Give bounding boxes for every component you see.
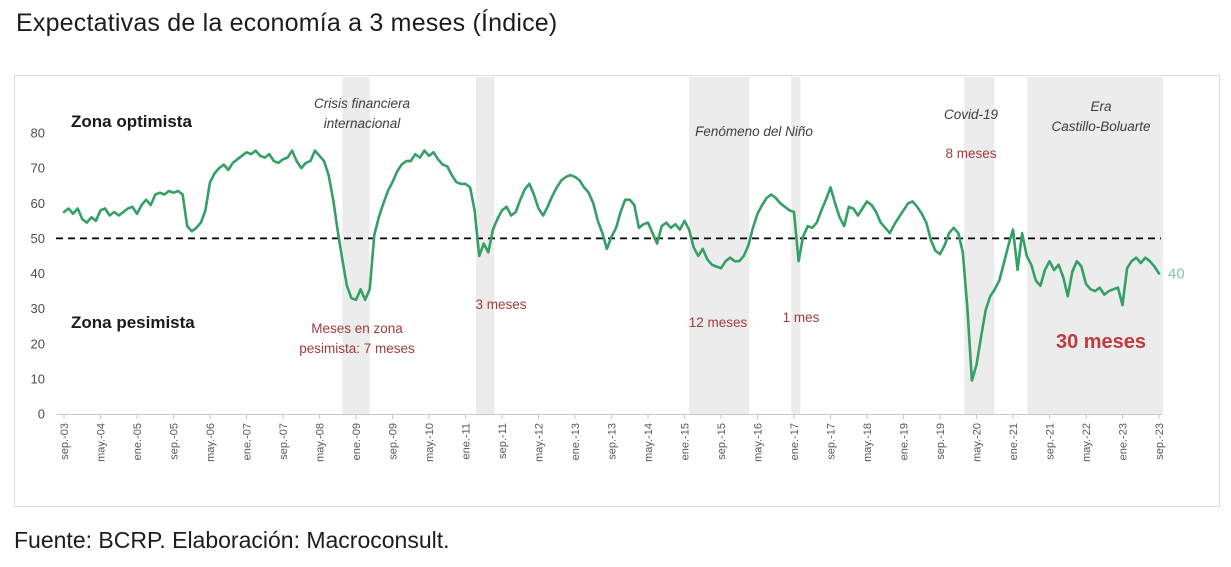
annotation-covid: Covid-19 xyxy=(943,107,999,122)
annotation-1-mes: 1 mes xyxy=(782,310,820,325)
annotation-era-castillo-boluarte: Era Castillo-Boluarte xyxy=(1051,97,1150,137)
chart-title: Expectativas de la economía a 3 meses (Í… xyxy=(16,9,558,37)
x-tick-label: may.-08 xyxy=(315,423,327,462)
source-note: Fuente: BCRP. Elaboración: Macroconsult. xyxy=(14,527,450,553)
series-line xyxy=(62,149,1161,382)
annotation-crisis-financiera: Crisis financiera internacional xyxy=(314,94,410,134)
x-tick-label: ene.-11 xyxy=(461,423,473,460)
x-tick-label: sep.-09 xyxy=(388,423,400,460)
x-tick-label: sep.-19 xyxy=(935,423,947,460)
x-tick-label: ene.-23 xyxy=(1118,423,1130,460)
x-tick-label: ene.-09 xyxy=(351,423,363,460)
x-tick-label: sep.-11 xyxy=(497,423,509,459)
x-tick-label: may.-14 xyxy=(643,423,655,462)
annotation-30-meses: 30 meses xyxy=(1055,331,1147,353)
x-tick-label: may.-12 xyxy=(534,423,546,462)
x-tick-label: may.-20 xyxy=(972,423,984,462)
annotation-8-meses: 8 meses xyxy=(945,146,997,161)
y-tick-label: 30 xyxy=(31,301,45,316)
x-tick-label: sep.-23 xyxy=(1154,423,1166,460)
x-tick-label: may.-06 xyxy=(205,423,217,462)
x-tick-label: ene.-07 xyxy=(242,423,254,460)
x-tick-label: sep.-17 xyxy=(826,423,838,460)
x-tick-label: sep.-21 xyxy=(1045,423,1057,460)
event-band xyxy=(689,77,750,414)
x-tick-label: sep.-13 xyxy=(607,423,619,460)
x-tick-label: sep.-07 xyxy=(278,423,290,460)
annotation-era-line1: Era xyxy=(1090,99,1112,114)
event-band xyxy=(1027,77,1164,414)
annotation-era-line2: Castillo-Boluarte xyxy=(1051,119,1151,134)
chart-panel: sep.-03 may.-04 ene.-05 sep.-05 may.-06 ene.-… xyxy=(14,75,1220,507)
x-tick-label: may.-16 xyxy=(753,423,765,462)
y-tick-label: 0 xyxy=(38,407,45,422)
annotation-crisis-line2: internacional xyxy=(323,116,401,131)
annotation-7-meses-line1: Meses en zona xyxy=(311,321,403,336)
x-tick-label: ene.-15 xyxy=(680,423,692,460)
x-tick-label: ene.-19 xyxy=(899,423,911,460)
y-tick-label: 10 xyxy=(31,371,45,386)
zone-label-optimista: Zona optimista xyxy=(71,112,192,131)
plot-area: sep.-03 may.-04 ene.-05 sep.-05 may.-06 ene.-… xyxy=(31,77,1185,462)
x-tick-label: ene.-05 xyxy=(132,423,144,460)
x-tick-label: sep.-03 xyxy=(59,423,71,460)
y-tick-label: 70 xyxy=(31,161,45,176)
x-tick-label: may.-18 xyxy=(862,423,874,462)
annotation-12-meses: 12 meses xyxy=(688,315,748,330)
event-band xyxy=(964,77,995,414)
y-tick-label: 60 xyxy=(31,196,45,211)
annotation-3-meses: 3 meses xyxy=(475,297,527,312)
x-tick-label: may.-22 xyxy=(1081,423,1093,462)
x-tick-label: ene.-13 xyxy=(570,423,582,460)
y-tick-label: 20 xyxy=(31,336,45,351)
y-tick-label: 50 xyxy=(31,231,45,246)
x-tick-label: may.-04 xyxy=(96,423,108,462)
x-tick-label: ene.-21 xyxy=(1008,423,1020,460)
annotation-7-meses-line2: pesimista: 7 meses xyxy=(299,341,415,356)
x-tick-label: sep.-05 xyxy=(169,423,181,460)
event-band xyxy=(342,77,370,414)
annotation-fenomeno-nino: Fenómeno del Niño xyxy=(695,124,813,139)
zone-label-pesimista: Zona pesimista xyxy=(71,313,195,332)
x-tick-label: may.-10 xyxy=(424,423,436,462)
annotation-crisis-line1: Crisis financiera xyxy=(313,96,411,111)
x-tick-label: sep.-15 xyxy=(716,423,728,460)
y-tick-label: 80 xyxy=(31,126,45,141)
annotation-7-meses: Meses en zona pesimista: 7 meses xyxy=(299,319,415,359)
x-tick-label: ene.-17 xyxy=(789,423,801,460)
series-end-value-label: 40 xyxy=(1168,266,1185,283)
y-tick-label: 40 xyxy=(31,266,45,281)
